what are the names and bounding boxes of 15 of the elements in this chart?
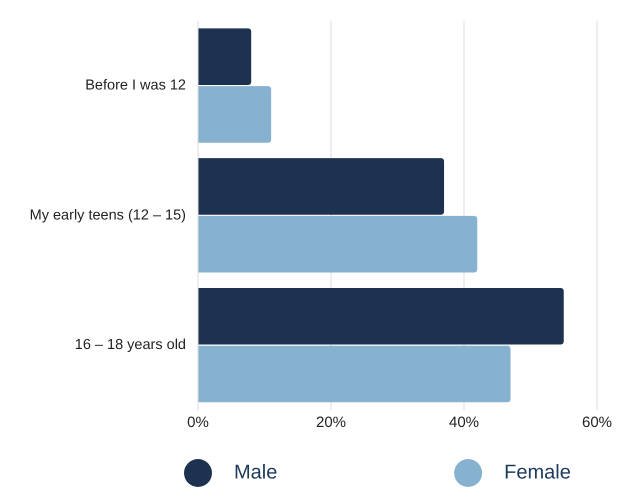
bar	[198, 346, 511, 402]
legend-label: Female	[504, 462, 571, 484]
bar	[198, 216, 478, 273]
x-tick-label: 60%	[582, 414, 612, 432]
bar	[198, 28, 252, 86]
bar	[198, 86, 272, 143]
x-tick-label: 0%	[187, 414, 209, 432]
bar	[198, 158, 444, 215]
bar	[198, 288, 564, 345]
legend-label: Male	[234, 462, 278, 484]
y-tick-label: Before I was 12	[85, 78, 186, 94]
x-tick-label: 40%	[448, 414, 480, 432]
y-tick-label: 16 – 18 years old	[74, 337, 186, 354]
y-tick-label: My early teens (12 – 15)	[30, 207, 186, 224]
x-tick-label: 20%	[316, 414, 346, 432]
